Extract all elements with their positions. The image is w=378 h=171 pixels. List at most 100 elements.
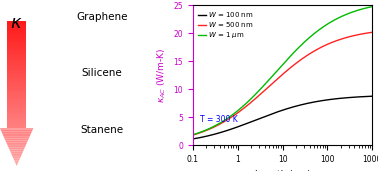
Polygon shape — [8, 28, 26, 30]
Polygon shape — [4, 137, 29, 139]
$W$ = 1 $\mu$m — [314, 31, 318, 33]
Polygon shape — [8, 26, 26, 28]
Polygon shape — [8, 22, 26, 24]
Polygon shape — [8, 106, 26, 108]
Polygon shape — [8, 120, 26, 122]
$W$ = 500 nm — [314, 49, 318, 51]
Polygon shape — [8, 88, 26, 90]
Polygon shape — [8, 95, 26, 97]
Polygon shape — [8, 71, 26, 73]
Polygon shape — [8, 41, 26, 42]
Polygon shape — [8, 35, 26, 37]
Polygon shape — [8, 117, 26, 119]
Polygon shape — [8, 68, 26, 70]
Polygon shape — [3, 135, 30, 137]
Polygon shape — [8, 53, 26, 55]
Polygon shape — [8, 30, 26, 31]
Polygon shape — [8, 91, 26, 93]
Polygon shape — [9, 149, 24, 151]
Polygon shape — [8, 108, 26, 110]
$W$ = 100 nm — [191, 138, 195, 140]
Polygon shape — [2, 133, 31, 135]
Polygon shape — [8, 115, 26, 117]
Polygon shape — [8, 42, 26, 44]
Polygon shape — [8, 113, 26, 115]
Polygon shape — [8, 90, 26, 91]
Polygon shape — [8, 73, 26, 75]
$W$ = 1 $\mu$m — [370, 6, 375, 8]
Polygon shape — [8, 66, 26, 68]
$W$ = 100 nm — [314, 101, 318, 103]
Polygon shape — [8, 119, 26, 120]
Polygon shape — [8, 77, 26, 79]
Polygon shape — [8, 79, 26, 81]
$W$ = 500 nm — [370, 31, 375, 33]
Polygon shape — [8, 99, 26, 100]
Polygon shape — [8, 70, 26, 71]
Polygon shape — [8, 124, 26, 126]
Polygon shape — [8, 84, 26, 86]
Polygon shape — [8, 51, 26, 53]
Polygon shape — [8, 101, 26, 102]
Polygon shape — [8, 122, 26, 124]
Polygon shape — [14, 159, 20, 160]
Polygon shape — [8, 31, 26, 33]
Polygon shape — [8, 82, 26, 84]
Polygon shape — [8, 24, 26, 26]
Text: T = 300 K: T = 300 K — [200, 115, 238, 124]
Polygon shape — [8, 104, 26, 106]
Polygon shape — [8, 126, 26, 128]
Polygon shape — [8, 81, 26, 82]
$W$ = 1 $\mu$m — [209, 127, 213, 129]
Polygon shape — [8, 59, 26, 61]
Polygon shape — [8, 86, 26, 88]
Polygon shape — [14, 160, 19, 162]
$W$ = 100 nm — [330, 98, 335, 100]
Polygon shape — [8, 64, 26, 66]
$W$ = 100 nm — [334, 98, 338, 100]
Polygon shape — [10, 151, 23, 153]
Polygon shape — [8, 50, 26, 51]
Polygon shape — [8, 75, 26, 77]
$W$ = 500 nm — [209, 127, 213, 129]
Legend: $W$ = 100 nm, $W$ = 500 nm, $W$ = 1 $\mu$m: $W$ = 100 nm, $W$ = 500 nm, $W$ = 1 $\mu… — [196, 9, 255, 41]
$W$ = 500 nm — [334, 40, 338, 42]
Text: Stanene: Stanene — [80, 125, 124, 135]
Polygon shape — [11, 153, 22, 155]
Polygon shape — [8, 62, 26, 64]
Polygon shape — [8, 61, 26, 62]
Polygon shape — [12, 157, 21, 159]
$W$ = 100 nm — [209, 134, 213, 136]
$W$ = 500 nm — [270, 83, 274, 85]
Polygon shape — [8, 21, 26, 22]
Line: $W$ = 500 nm: $W$ = 500 nm — [193, 32, 372, 135]
$W$ = 100 nm — [270, 113, 274, 115]
Polygon shape — [16, 164, 17, 166]
Polygon shape — [1, 130, 33, 131]
Polygon shape — [0, 128, 33, 130]
$W$ = 1 $\mu$m — [191, 134, 195, 136]
Polygon shape — [8, 97, 26, 99]
Polygon shape — [8, 44, 26, 46]
Polygon shape — [8, 93, 26, 95]
Polygon shape — [8, 48, 26, 50]
Text: $\kappa$: $\kappa$ — [11, 14, 23, 32]
$W$ = 100 nm — [263, 115, 268, 117]
Polygon shape — [15, 162, 18, 164]
Polygon shape — [8, 55, 26, 57]
Polygon shape — [2, 131, 32, 133]
Polygon shape — [8, 57, 26, 59]
Polygon shape — [8, 102, 26, 104]
$W$ = 500 nm — [263, 89, 268, 91]
$W$ = 1 $\mu$m — [263, 83, 268, 85]
Polygon shape — [8, 39, 26, 41]
Polygon shape — [6, 142, 27, 144]
Polygon shape — [9, 148, 25, 149]
$W$ = 1 $\mu$m — [330, 20, 335, 22]
Polygon shape — [7, 144, 26, 146]
Line: $W$ = 100 nm: $W$ = 100 nm — [193, 96, 372, 139]
$W$ = 1 $\mu$m — [270, 76, 274, 78]
X-axis label: Length (μm): Length (μm) — [255, 170, 310, 171]
Y-axis label: $\kappa_{AC}$ (W/m-K): $\kappa_{AC}$ (W/m-K) — [155, 48, 168, 103]
Polygon shape — [12, 155, 22, 157]
